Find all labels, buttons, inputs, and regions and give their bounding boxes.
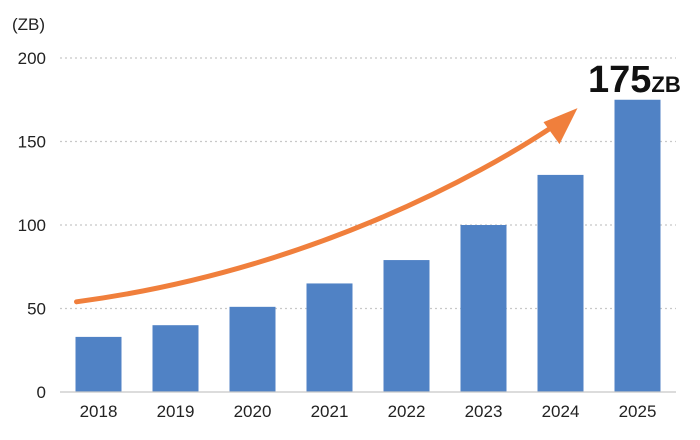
bars — [75, 99, 661, 392]
x-tick-label: 2022 — [388, 402, 426, 421]
x-tick-label: 2023 — [465, 402, 503, 421]
y-tick-label: 50 — [27, 300, 46, 319]
x-tick-label: 2024 — [542, 402, 580, 421]
x-tick-label: 2021 — [311, 402, 349, 421]
callout-unit: ZB — [651, 72, 680, 97]
trend-arrow-group — [74, 108, 578, 305]
bar — [75, 336, 122, 392]
bar — [152, 325, 199, 392]
x-tick-label: 2025 — [619, 402, 657, 421]
callout-value: 175 — [588, 59, 651, 101]
x-tick-label: 2018 — [80, 402, 118, 421]
bar — [229, 306, 276, 392]
bar — [614, 99, 661, 392]
y-tick-label: 0 — [37, 383, 46, 402]
bar — [460, 225, 507, 392]
y-axis-ticks: 0 50 100 150 200 — [18, 49, 46, 402]
y-tick-label: 150 — [18, 133, 46, 152]
trend-arrow — [74, 119, 562, 305]
bar — [537, 174, 584, 392]
x-tick-label: 2020 — [234, 402, 272, 421]
y-tick-label: 100 — [18, 216, 46, 235]
y-axis-unit-label: (ZB) — [12, 15, 45, 34]
bar — [383, 260, 430, 392]
x-tick-label: 2019 — [157, 402, 195, 421]
callout-label: 175ZB — [588, 59, 681, 101]
bar — [306, 283, 353, 392]
gridlines — [60, 57, 676, 310]
y-tick-label: 200 — [18, 49, 46, 68]
trend-arrow-head — [543, 108, 578, 145]
x-axis-ticks: 2018 2019 2020 2021 2022 2023 2024 2025 — [80, 402, 657, 421]
